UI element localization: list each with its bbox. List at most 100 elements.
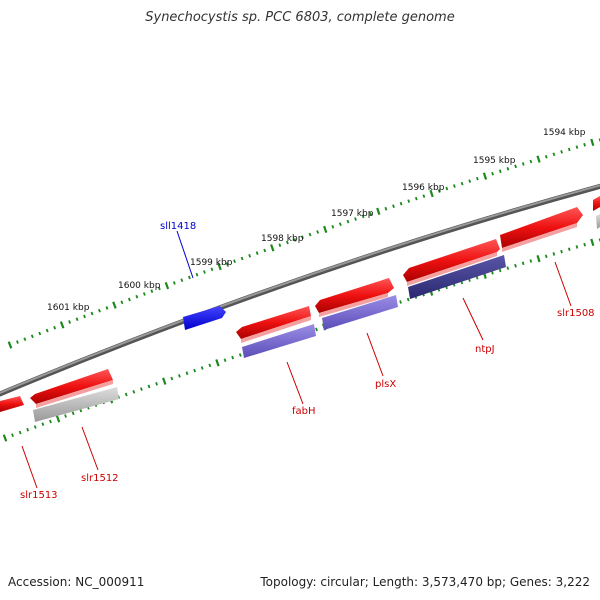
- outer-scale-minor-tick: [476, 176, 479, 181]
- inner-scale-minor-tick: [521, 261, 525, 266]
- outer-scale-minor-tick: [453, 184, 456, 188]
- outer-scale-minor-tick: [286, 240, 289, 245]
- gene-forward-5[interactable]: [236, 306, 311, 343]
- outer-scale-minor-tick: [293, 238, 297, 242]
- outer-scale-minor-tick: [240, 256, 244, 261]
- outer-scale-minor-tick: [38, 331, 42, 336]
- outer-scale: [7, 138, 600, 349]
- outer-scale-minor-tick: [301, 235, 304, 240]
- gene-label-slr1512[interactable]: slr1512: [81, 473, 119, 484]
- gene-label-slr1513[interactable]: slr1513: [20, 490, 58, 501]
- outer-scale-minor-tick: [263, 248, 267, 253]
- scale-label-1597: 1597 kbp: [331, 209, 374, 219]
- inner-scale-minor-tick: [223, 358, 227, 363]
- outer-scale-minor-tick: [248, 253, 252, 258]
- inner-scale-minor-tick: [406, 297, 410, 302]
- scale-label-1594: 1594 kbp: [543, 128, 586, 138]
- outer-scale-minor-tick: [338, 222, 342, 227]
- outer-scale-minor-tick: [180, 278, 184, 283]
- gene-forward-4[interactable]: [315, 278, 394, 317]
- inner-scale-minor-tick: [575, 245, 579, 249]
- outer-scale-minor-tick: [552, 152, 556, 157]
- outer-scale-minor-tick: [369, 212, 373, 216]
- outer-scale-major-tick: [429, 189, 434, 198]
- outer-scale-minor-tick: [414, 196, 418, 201]
- inner-scale-minor-tick: [231, 355, 235, 360]
- outer-scale-minor-tick: [521, 162, 525, 166]
- gene-forward-7[interactable]: [0, 396, 24, 412]
- inner-scale-minor-tick: [567, 247, 571, 252]
- gene-forward-3[interactable]: [403, 239, 500, 286]
- outer-scale-minor-tick: [195, 272, 199, 277]
- gene-label-fabH[interactable]: fabH: [292, 406, 316, 417]
- outer-scale-minor-tick: [514, 164, 517, 169]
- outer-scale-minor-tick: [30, 334, 34, 339]
- inner-scale-minor-tick: [178, 374, 181, 378]
- inner-scale-minor-tick: [193, 368, 196, 373]
- inner-scale-minor-tick: [498, 268, 502, 273]
- gene-forward-1[interactable]: [593, 196, 600, 211]
- topology-label: Topology: circular; Length: 3,573,470 bp…: [260, 575, 590, 589]
- outer-scale-major-tick: [7, 341, 13, 349]
- outer-scale-minor-tick: [354, 217, 357, 221]
- gene-ntpJ[interactable]: [408, 255, 506, 299]
- gene-fabH[interactable]: [242, 324, 316, 358]
- gene-edge-gray[interactable]: [596, 214, 600, 229]
- outer-scale-minor-tick: [506, 167, 510, 171]
- inner-scale-minor-tick: [18, 430, 22, 435]
- outer-scale-major-tick: [217, 262, 222, 271]
- outer-scale-minor-tick: [45, 328, 49, 333]
- gene-label-sll1418[interactable]: sll1418: [160, 221, 196, 232]
- scale-label-1596: 1596 kbp: [402, 183, 445, 193]
- inner-scale-minor-tick: [71, 411, 75, 416]
- outer-scale-minor-tick: [491, 171, 494, 176]
- inner-scale-minor-tick: [185, 371, 189, 376]
- gene-label-ntpJ[interactable]: ntpJ: [475, 344, 495, 355]
- inner-scale-minor-tick: [544, 254, 548, 259]
- gene-label-slr1508[interactable]: slr1508: [557, 308, 595, 319]
- genome-backbone: [0, 183, 600, 397]
- outer-scale-major-tick: [59, 321, 65, 329]
- inner-scale-minor-tick: [315, 327, 318, 332]
- inner-scale-minor-tick: [147, 384, 151, 389]
- gene-forward-6[interactable]: [30, 369, 113, 408]
- inner-scale-minor-tick: [506, 266, 510, 270]
- inner-scale-minor-tick: [491, 271, 494, 275]
- inner-scale-minor-tick: [155, 382, 158, 386]
- outer-scale-minor-tick: [210, 267, 214, 272]
- forward-genes: [0, 196, 600, 412]
- inner-scale-minor-tick: [26, 427, 30, 432]
- outer-scale-minor-tick: [560, 150, 563, 154]
- outer-scale-minor-tick: [468, 179, 472, 183]
- inner-scale-minor-tick: [11, 433, 14, 438]
- reverse-genes: [33, 214, 600, 422]
- inner-scale-minor-tick: [79, 408, 83, 413]
- outer-scale-minor-tick: [437, 189, 441, 193]
- scale-label-1598: 1598 kbp: [261, 234, 304, 244]
- inner-scale-major-tick: [536, 254, 541, 263]
- outer-scale-minor-tick: [188, 275, 191, 280]
- gene-sll1418[interactable]: [183, 306, 226, 330]
- outer-scale-minor-tick: [105, 306, 109, 310]
- outer-scale-minor-tick: [361, 214, 365, 219]
- outer-scale-minor-tick: [567, 147, 571, 152]
- gene-label-plsX[interactable]: plsX: [375, 379, 396, 390]
- gene-forward-2[interactable]: [500, 207, 583, 252]
- gene-slr1512-reverse[interactable]: [33, 387, 119, 422]
- outer-scale-minor-tick: [53, 325, 57, 330]
- inner-scale-minor-tick: [49, 419, 52, 424]
- outer-scale-minor-tick: [384, 206, 388, 211]
- outer-scale-minor-tick: [120, 300, 124, 305]
- inner-scale-minor-tick: [529, 259, 533, 263]
- outer-scale-minor-tick: [331, 225, 335, 229]
- inner-scale-major-tick: [215, 359, 220, 367]
- outer-scale-minor-tick: [529, 159, 533, 164]
- map-title: Synechocystis sp. PCC 6803, complete gen…: [145, 10, 455, 25]
- inner-scale-minor-tick: [514, 263, 517, 268]
- gene-plsX[interactable]: [322, 295, 398, 330]
- inner-scale-minor-tick: [552, 252, 556, 256]
- inner-scale-minor-tick: [399, 300, 402, 304]
- inner-scale-minor-tick: [33, 425, 37, 429]
- outer-scale-minor-tick: [233, 259, 236, 264]
